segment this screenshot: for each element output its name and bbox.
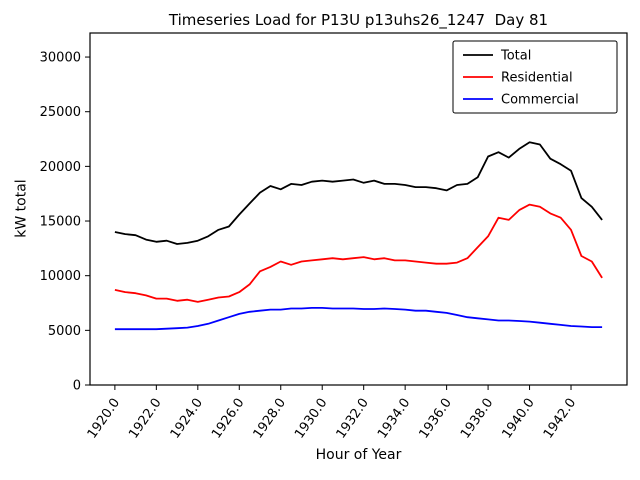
legend-label: Commercial: [501, 93, 579, 108]
x-tick-label: 1920.0: [85, 396, 123, 442]
y-tick-label: 25000: [40, 105, 81, 120]
series-line-residential: [114, 203, 603, 303]
y-tick-label: 30000: [40, 51, 81, 66]
y-axis-label: kW total: [13, 179, 30, 238]
y-tick-label: 10000: [40, 269, 81, 284]
x-tick-label: 1934.0: [375, 396, 413, 442]
x-tick-label: 1942.0: [541, 396, 579, 442]
axes-border: [89, 32, 628, 386]
x-tick-label: 1932.0: [334, 396, 372, 442]
x-tick-label: 1930.0: [292, 396, 330, 442]
series-line-total: [114, 141, 603, 245]
y-tick-label: 15000: [40, 215, 81, 230]
x-tick-label: 1940.0: [499, 396, 537, 442]
x-tick-label: 1922.0: [126, 396, 164, 442]
legend-box: [452, 40, 618, 114]
series-line-commercial: [114, 306, 603, 331]
chart-title: Timeseries Load for P13U p13uhs26_1247 D…: [168, 11, 549, 29]
x-tick-label: 1928.0: [251, 396, 289, 442]
legend-label: Total: [500, 49, 531, 64]
y-tick-label: 0: [73, 379, 81, 394]
x-tick-label: 1936.0: [417, 396, 455, 442]
x-axis-label: Hour of Year: [315, 447, 402, 463]
x-tick-label: 1938.0: [458, 396, 496, 442]
y-tick-label: 5000: [48, 324, 81, 339]
x-tick-label: 1924.0: [168, 396, 206, 442]
x-tick-label: 1926.0: [209, 396, 247, 442]
y-tick-label: 20000: [40, 160, 81, 175]
legend-label: Residential: [501, 71, 573, 86]
